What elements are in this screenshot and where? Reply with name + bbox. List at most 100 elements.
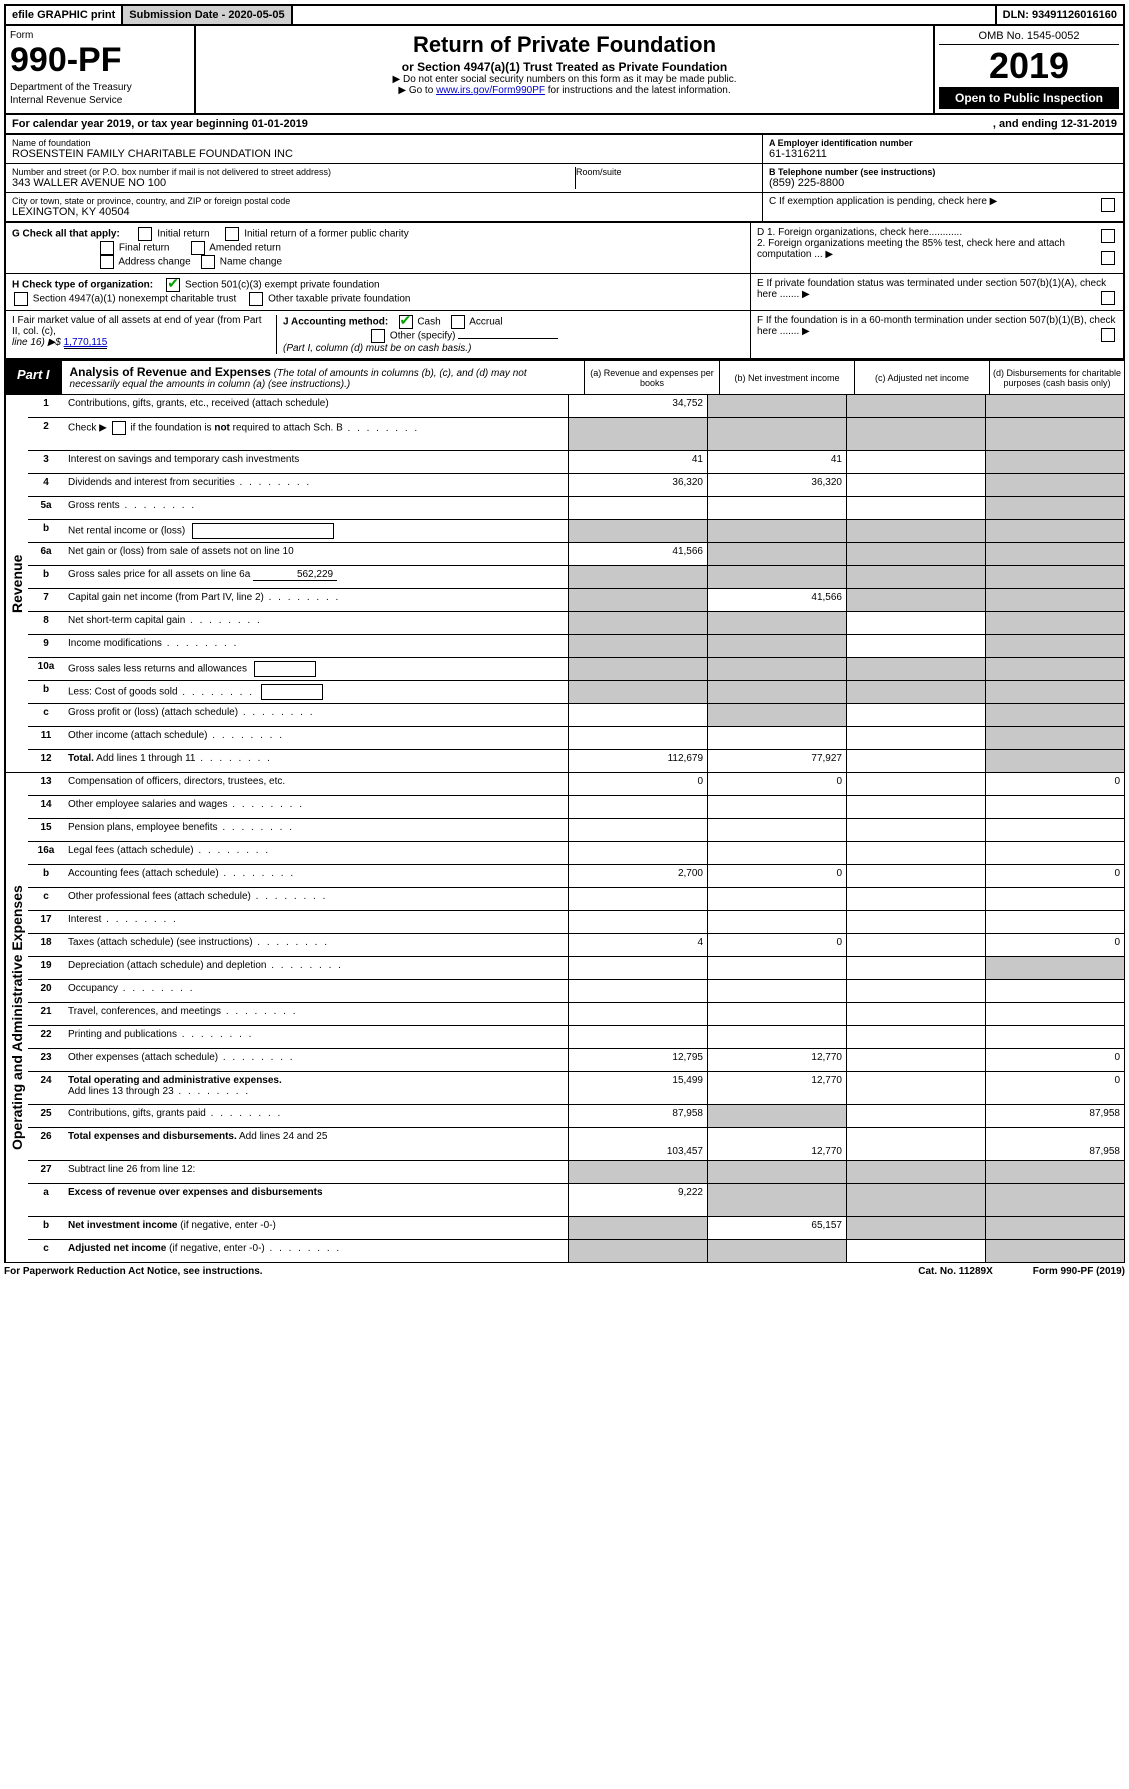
top-bar: efile GRAPHIC print Submission Date - 20… — [4, 4, 1125, 26]
e-checkbox[interactable] — [1101, 291, 1115, 305]
col-a-header: (a) Revenue and expenses per books — [584, 361, 719, 394]
h-other: Other taxable private foundation — [268, 294, 410, 305]
dept-label: Department of the Treasury — [10, 82, 190, 93]
address-row: Number and street (or P.O. box number if… — [6, 164, 762, 193]
row-27c: cAdjusted net income (if negative, enter… — [28, 1240, 1124, 1262]
g-final-checkbox[interactable] — [100, 241, 114, 255]
addr-label: Number and street (or P.O. box number if… — [12, 167, 575, 177]
row-13: 13Compensation of officers, directors, t… — [28, 773, 1124, 796]
h-other-checkbox[interactable] — [249, 292, 263, 306]
row-6a: 6aNet gain or (loss) from sale of assets… — [28, 543, 1124, 566]
tax-year: 2019 — [939, 45, 1119, 87]
g-name: Name change — [220, 257, 282, 268]
tel-cell: B Telephone number (see instructions) (8… — [763, 164, 1123, 193]
info-left: Name of foundation ROSENSTEIN FAMILY CHA… — [6, 135, 762, 221]
j-cash-checkbox[interactable] — [399, 315, 413, 329]
dln-label: DLN: 93491126016160 — [997, 6, 1123, 24]
city-label: City or town, state or province, country… — [12, 196, 756, 206]
city-value: LEXINGTON, KY 40504 — [12, 206, 756, 218]
form-header: Form 990-PF Department of the Treasury I… — [4, 26, 1125, 115]
tel-value: (859) 225-8800 — [769, 177, 1117, 189]
h-row: H Check type of organization: Section 50… — [6, 274, 1123, 311]
g-name-checkbox[interactable] — [201, 255, 215, 269]
d2-checkbox[interactable] — [1101, 251, 1115, 265]
row-19: 19Depreciation (attach schedule) and dep… — [28, 957, 1124, 980]
row-5a: 5aGross rents — [28, 497, 1124, 520]
row-3: 3Interest on savings and temporary cash … — [28, 451, 1124, 474]
calendar-year-row: For calendar year 2019, or tax year begi… — [4, 115, 1125, 135]
irs-link[interactable]: www.irs.gov/Form990PF — [436, 85, 545, 96]
row-10b: bLess: Cost of goods sold — [28, 681, 1124, 704]
j-other: Other (specify) — [390, 331, 456, 342]
h-501: Section 501(c)(3) exempt private foundat… — [185, 280, 380, 291]
irs-label: Internal Revenue Service — [10, 95, 190, 106]
row-15: 15Pension plans, employee benefits — [28, 819, 1124, 842]
g-left: G Check all that apply: Initial return I… — [6, 223, 750, 273]
ij-row: I Fair market value of all assets at end… — [6, 311, 1123, 358]
g-address-checkbox[interactable] — [100, 255, 114, 269]
row-10a: 10aGross sales less returns and allowanc… — [28, 658, 1124, 681]
address-cell: Number and street (or P.O. box number if… — [12, 167, 576, 189]
row-20: 20Occupancy — [28, 980, 1124, 1003]
page-footer: For Paperwork Reduction Act Notice, see … — [4, 1263, 1125, 1280]
j-accrual-checkbox[interactable] — [451, 315, 465, 329]
h-501-checkbox[interactable] — [166, 278, 180, 292]
checks-section: G Check all that apply: Initial return I… — [4, 223, 1125, 360]
c-label: C If exemption application is pending, c… — [769, 196, 997, 207]
ein-label: A Employer identification number — [769, 138, 1117, 148]
form-title: Return of Private Foundation — [204, 32, 925, 58]
ein-value: 61-1316211 — [769, 148, 1117, 160]
col-d-header: (d) Disbursements for charitable purpose… — [989, 361, 1124, 394]
row-16c: cOther professional fees (attach schedul… — [28, 888, 1124, 911]
i-cell: I Fair market value of all assets at end… — [12, 315, 277, 354]
row-21: 21Travel, conferences, and meetings — [28, 1003, 1124, 1026]
part1-title: Analysis of Revenue and Expenses — [70, 365, 271, 379]
j-accrual: Accrual — [469, 317, 502, 328]
row-27b: bNet investment income (if negative, ent… — [28, 1217, 1124, 1240]
schB-checkbox[interactable] — [112, 421, 126, 435]
j-label: J Accounting method: — [283, 317, 388, 328]
part1-header: Part I Analysis of Revenue and Expenses … — [4, 360, 1125, 395]
d1-checkbox[interactable] — [1101, 229, 1115, 243]
footer-right: Form 990-PF (2019) — [1033, 1266, 1125, 1277]
info-grid: Name of foundation ROSENSTEIN FAMILY CHA… — [4, 135, 1125, 223]
row-10c: cGross profit or (loss) (attach schedule… — [28, 704, 1124, 727]
footer-center: Cat. No. 11289X — [878, 1266, 1032, 1277]
row-7: 7Capital gain net income (from Part IV, … — [28, 589, 1124, 612]
row-18: 18Taxes (attach schedule) (see instructi… — [28, 934, 1124, 957]
revenue-rows: 1Contributions, gifts, grants, etc., rec… — [28, 395, 1124, 772]
g-amended-checkbox[interactable] — [191, 241, 205, 255]
g-initial-former-checkbox[interactable] — [225, 227, 239, 241]
row-14: 14Other employee salaries and wages — [28, 796, 1124, 819]
cal-left: For calendar year 2019, or tax year begi… — [12, 118, 973, 130]
j-cell: J Accounting method: Cash Accrual Other … — [277, 315, 744, 354]
header-left: Form 990-PF Department of the Treasury I… — [6, 26, 196, 113]
g-initial-former: Initial return of a former public charit… — [244, 229, 409, 240]
i-label: I Fair market value of all assets at end… — [12, 315, 262, 337]
row-27a: aExcess of revenue over expenses and dis… — [28, 1184, 1124, 1217]
i-value[interactable]: 1,770,115 — [64, 337, 108, 349]
g-row: G Check all that apply: Initial return I… — [6, 223, 1123, 274]
info-right: A Employer identification number 61-1316… — [762, 135, 1123, 221]
part1-label: Part I — [5, 361, 62, 394]
header-mid: Return of Private Foundation or Section … — [196, 26, 933, 113]
row-12: 12Total. Add lines 1 through 11112,67977… — [28, 750, 1124, 772]
c-checkbox[interactable] — [1101, 198, 1115, 212]
h-4947-checkbox[interactable] — [14, 292, 28, 306]
j-other-checkbox[interactable] — [371, 329, 385, 343]
omb-number: OMB No. 1545-0052 — [939, 30, 1119, 45]
efile-label[interactable]: efile GRAPHIC print — [6, 6, 121, 24]
form-subtitle: or Section 4947(a)(1) Trust Treated as P… — [204, 60, 925, 74]
row-24: 24Total operating and administrative exp… — [28, 1072, 1124, 1105]
g-initial-checkbox[interactable] — [138, 227, 152, 241]
row-16b: bAccounting fees (attach schedule)2,7000… — [28, 865, 1124, 888]
f-checkbox[interactable] — [1101, 328, 1115, 342]
row-6b: bGross sales price for all assets on lin… — [28, 566, 1124, 589]
note-2: ▶ Go to www.irs.gov/Form990PF for instru… — [204, 85, 925, 96]
foundation-name-cell: Name of foundation ROSENSTEIN FAMILY CHA… — [6, 135, 762, 164]
j-cash: Cash — [417, 317, 440, 328]
d1-label: D 1. Foreign organizations, check here..… — [757, 227, 962, 238]
open-public-badge: Open to Public Inspection — [939, 87, 1119, 109]
ij-left: I Fair market value of all assets at end… — [6, 311, 750, 358]
row-16a: 16aLegal fees (attach schedule) — [28, 842, 1124, 865]
